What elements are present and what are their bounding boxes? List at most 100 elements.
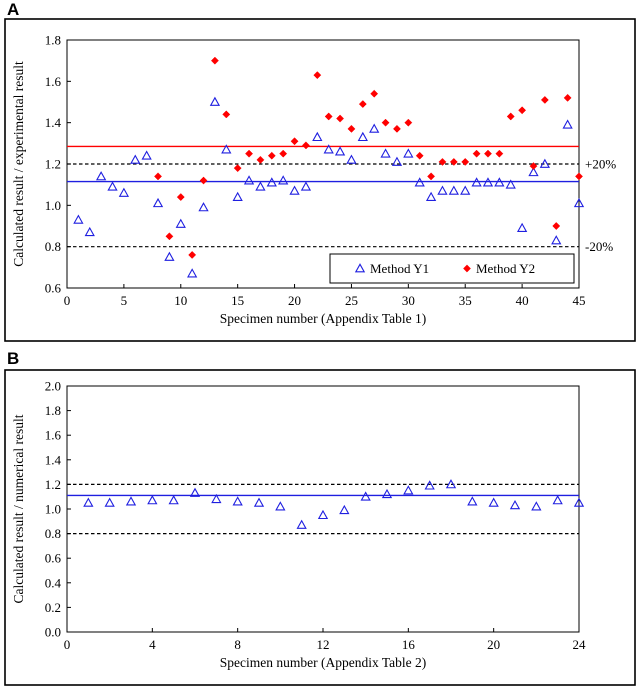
y-tick-label: 1.6 — [45, 428, 62, 443]
data-point-method-y2 — [495, 149, 504, 158]
data-point-method-y1 — [467, 496, 478, 506]
data-point-method-y1 — [552, 495, 563, 505]
data-point-method-y1 — [403, 485, 414, 495]
data-point-method-y1 — [317, 509, 329, 520]
data-point-method-y1 — [357, 131, 368, 142]
panel-b-letter: B — [7, 349, 20, 368]
x-tick-label: 20 — [288, 293, 301, 308]
data-point-method-y1 — [189, 487, 201, 497]
data-point-method-y2 — [279, 149, 288, 158]
data-point-method-y1 — [232, 191, 243, 201]
data-point-method-y2 — [563, 93, 572, 102]
data-point-method-y2 — [540, 95, 549, 104]
x-tick-label: 35 — [459, 293, 472, 308]
data-point-method-y1 — [488, 497, 499, 507]
x-tick-label: 4 — [149, 637, 156, 652]
data-point-method-y1 — [289, 185, 300, 195]
data-point-method-y1 — [437, 185, 448, 195]
data-point-method-y1 — [460, 185, 471, 195]
annotation-label: +20% — [585, 157, 616, 172]
data-point-method-y1 — [83, 497, 94, 507]
data-point-method-y1 — [147, 495, 158, 505]
y-tick-label: 1.0 — [45, 502, 61, 517]
data-point-method-y1 — [424, 480, 435, 490]
data-point-method-y2 — [256, 155, 265, 164]
data-point-method-y1 — [198, 202, 209, 212]
data-point-method-y2 — [222, 110, 231, 119]
y-tick-label: 1.2 — [45, 477, 61, 492]
data-point-method-y2 — [404, 118, 413, 127]
data-point-method-y1 — [369, 123, 380, 133]
y-tick-label: 1.4 — [45, 452, 62, 467]
data-point-method-y2 — [461, 157, 470, 166]
y-tick-label: 1.8 — [45, 403, 61, 418]
annotation-label: -20% — [585, 239, 613, 254]
data-point-method-y2 — [188, 250, 197, 259]
data-point-method-y1 — [494, 177, 505, 187]
data-point-method-y1 — [164, 251, 175, 261]
data-point-method-y1 — [339, 504, 350, 515]
data-point-method-y1 — [278, 175, 289, 185]
data-point-method-y1 — [209, 96, 221, 106]
data-point-method-y2 — [154, 172, 162, 181]
data-point-method-y1 — [168, 495, 179, 505]
data-point-method-y2 — [529, 162, 538, 171]
panel-a-letter: A — [7, 0, 20, 19]
data-point-method-y1 — [296, 519, 307, 529]
x-tick-label: 5 — [121, 293, 128, 308]
data-point-method-y1 — [539, 158, 551, 168]
data-point-method-y1 — [266, 177, 277, 187]
data-point-method-y2 — [415, 151, 424, 160]
data-point-method-y2 — [176, 193, 185, 202]
data-point-method-y2 — [506, 112, 515, 121]
data-point-method-y1 — [221, 144, 232, 154]
data-point-method-y1 — [95, 171, 107, 181]
data-point-method-y1 — [300, 181, 312, 191]
data-point-method-y2 — [427, 172, 436, 181]
y-tick-label: 1.0 — [45, 198, 61, 213]
y-tick-label: 0.8 — [45, 526, 61, 541]
data-point-method-y2 — [165, 232, 174, 241]
x-tick-label: 16 — [402, 637, 416, 652]
data-point-method-y2 — [290, 137, 299, 146]
data-point-method-y1 — [130, 154, 141, 164]
data-point-method-y2 — [233, 164, 242, 173]
x-tick-label: 0 — [64, 637, 71, 652]
y-tick-label: 2.0 — [45, 379, 61, 394]
data-point-method-y1 — [482, 177, 494, 187]
data-point-method-y2 — [336, 114, 345, 123]
data-point-method-y1 — [471, 177, 482, 187]
data-point-method-y2 — [518, 106, 527, 115]
y-axis-label: Calculated result / experimental result — [11, 61, 26, 267]
data-point-method-y1 — [255, 181, 266, 191]
y-axis-label: Calculated result / numerical result — [11, 414, 26, 603]
x-tick-label: 8 — [234, 637, 241, 652]
data-point-method-y2 — [552, 222, 561, 230]
data-point-method-y1 — [334, 146, 346, 156]
data-point-method-y1 — [573, 197, 585, 208]
data-point-method-y1 — [104, 497, 115, 507]
data-point-method-y1 — [187, 268, 198, 278]
data-point-method-y1 — [253, 497, 265, 507]
y-tick-label: 1.2 — [45, 157, 61, 172]
x-tick-label: 12 — [317, 637, 330, 652]
data-point-method-y1 — [323, 144, 334, 154]
data-point-method-y2 — [313, 71, 322, 80]
data-point-method-y1 — [84, 226, 95, 237]
chart-a: 0.6 0.8 1.0 1.2 1.4 1.6 1.8 0 5 10 15 20 25 30 35 40 45 S… — [11, 33, 616, 327]
x-axis-label: Specimen number (Appendix Table 1) — [220, 311, 427, 326]
data-point-method-y1 — [118, 187, 130, 197]
data-point-method-y1 — [73, 214, 84, 224]
data-point-method-y2 — [267, 151, 276, 160]
legend-label-method-y2: Method Y2 — [476, 261, 535, 276]
y-tick-label: 0.6 — [45, 281, 62, 296]
legend-box — [329, 253, 575, 284]
x-tick-label: 30 — [402, 293, 415, 308]
data-point-method-y1 — [107, 181, 118, 191]
data-point-method-y1 — [175, 218, 186, 228]
data-point-method-y1 — [573, 497, 585, 507]
data-point-method-y2 — [199, 176, 208, 185]
data-point-method-y1 — [243, 175, 255, 185]
y-tick-label: 1.6 — [45, 74, 62, 89]
